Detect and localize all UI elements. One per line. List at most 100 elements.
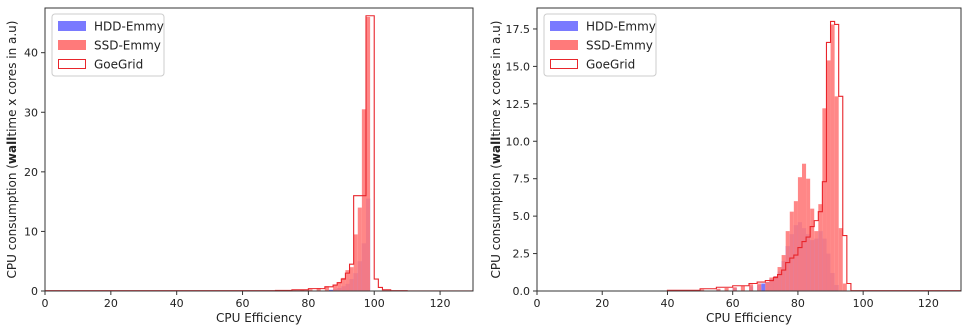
axes-frame bbox=[536, 7, 962, 292]
y-tick-label: 17.5 bbox=[506, 23, 531, 36]
bar bbox=[802, 163, 807, 291]
bar bbox=[366, 16, 371, 291]
x-tick-label: 80 bbox=[301, 297, 315, 310]
x-tick-label: 120 bbox=[430, 297, 451, 310]
x-tick-label: 60 bbox=[726, 297, 740, 310]
y-axis-label-part: CPU consumption ( bbox=[5, 164, 19, 278]
y-tick-label: 0 bbox=[31, 285, 38, 298]
legend-swatch bbox=[58, 40, 86, 50]
bar bbox=[361, 109, 366, 291]
bar bbox=[716, 288, 721, 291]
y-tick-label: 7.5 bbox=[513, 173, 531, 186]
y-axis-label-part: time x cores in a.u) bbox=[489, 21, 503, 137]
y-axis-label: CPU consumption (walltime x cores in a.u… bbox=[5, 21, 19, 279]
bar bbox=[357, 207, 362, 291]
bar bbox=[300, 289, 305, 291]
series-ssd-emmy bbox=[683, 24, 847, 291]
y-axis-label-bold: wall bbox=[5, 137, 19, 164]
legend-swatch bbox=[550, 21, 578, 31]
bar bbox=[830, 24, 835, 291]
x-tick-label: 100 bbox=[364, 297, 385, 310]
legend-swatch bbox=[58, 59, 86, 69]
y-tick-label: 40 bbox=[24, 47, 38, 60]
series-goegrid bbox=[44, 15, 473, 292]
y-tick-label: 5.0 bbox=[513, 210, 531, 223]
bar bbox=[797, 177, 802, 291]
bar bbox=[838, 228, 843, 291]
bar bbox=[826, 60, 831, 291]
bar bbox=[732, 287, 737, 291]
bar bbox=[818, 204, 823, 291]
bar bbox=[842, 283, 847, 291]
y-axis-label-bold: wall bbox=[489, 137, 503, 164]
y-tick-label: 30 bbox=[24, 106, 38, 119]
bar bbox=[341, 277, 346, 291]
bar bbox=[810, 208, 815, 291]
y-tick-label: 0.0 bbox=[513, 285, 531, 298]
bar bbox=[785, 231, 790, 291]
x-tick-label: 120 bbox=[918, 297, 939, 310]
legend-swatch bbox=[550, 59, 578, 69]
x-tick-label: 80 bbox=[791, 297, 805, 310]
y-tick-label: 10.0 bbox=[506, 135, 531, 148]
bar bbox=[777, 267, 782, 291]
y-axis-label-part: time x cores in a.u) bbox=[5, 21, 19, 137]
legend-label: SSD-Emmy bbox=[94, 39, 161, 53]
legend-swatch bbox=[550, 40, 578, 50]
x-tick-label: 20 bbox=[104, 297, 118, 310]
x-tick-label: 40 bbox=[170, 297, 184, 310]
series-ssd-emmy bbox=[291, 16, 371, 291]
y-tick-label: 20 bbox=[24, 166, 38, 179]
y-axis-label: CPU consumption (walltime x cores in a.u… bbox=[489, 21, 503, 279]
x-tick-label: 100 bbox=[853, 297, 874, 310]
bar bbox=[781, 255, 786, 291]
legend-label: HDD-Emmy bbox=[94, 20, 164, 34]
x-tick-label: 0 bbox=[534, 297, 541, 310]
subplot-1: 0 20 40 60 80 100 120 0 10 20 30 40 CPU Efficiency CP… bbox=[5, 7, 474, 325]
legend-swatch bbox=[58, 21, 86, 31]
subplot-2: 0 20 40 60 80 100 120 0.0 2.5 5.0 7.5 10.0 12.5 15.0 1… bbox=[489, 7, 962, 325]
x-tick-label: 0 bbox=[42, 297, 49, 310]
bar bbox=[765, 282, 770, 291]
bar bbox=[345, 270, 350, 291]
legend-label: SSD-Emmy bbox=[586, 39, 653, 53]
bar bbox=[814, 231, 819, 291]
y-tick-label: 12.5 bbox=[506, 98, 531, 111]
bar bbox=[308, 289, 313, 291]
y-tick-label: 15.0 bbox=[506, 60, 531, 73]
x-tick-label: 20 bbox=[595, 297, 609, 310]
bar bbox=[700, 289, 705, 291]
bar bbox=[822, 108, 827, 291]
bar bbox=[349, 267, 354, 291]
x-axis-label: CPU Efficiency bbox=[216, 311, 302, 325]
y-axis-label-part: CPU consumption ( bbox=[489, 164, 503, 278]
axes-frame bbox=[44, 7, 474, 292]
y-tick-label: 2.5 bbox=[513, 248, 531, 261]
bar bbox=[834, 96, 839, 291]
legend-label: GoeGrid bbox=[94, 58, 143, 72]
bar bbox=[761, 283, 766, 291]
bar bbox=[316, 288, 321, 291]
bar bbox=[769, 277, 774, 291]
bar bbox=[337, 282, 342, 291]
step-line bbox=[666, 20, 961, 292]
bar bbox=[773, 276, 778, 291]
bar bbox=[324, 286, 329, 291]
bar bbox=[353, 234, 358, 291]
bar bbox=[749, 284, 754, 291]
bar bbox=[789, 211, 794, 291]
bar bbox=[806, 178, 811, 291]
x-tick-label: 60 bbox=[236, 297, 250, 310]
bar bbox=[724, 288, 729, 291]
x-axis-label: CPU Efficiency bbox=[706, 311, 792, 325]
bar bbox=[333, 285, 338, 291]
legend: HDD-Emmy SSD-Emmy GoeGrid bbox=[543, 13, 657, 77]
step-line bbox=[44, 15, 473, 292]
legend-label: GoeGrid bbox=[586, 58, 635, 72]
bar bbox=[793, 201, 798, 291]
x-tick-label: 40 bbox=[660, 297, 674, 310]
y-tick-label: 10 bbox=[24, 225, 38, 238]
legend: HDD-Emmy SSD-Emmy GoeGrid bbox=[51, 13, 165, 77]
series-goegrid bbox=[666, 20, 961, 292]
